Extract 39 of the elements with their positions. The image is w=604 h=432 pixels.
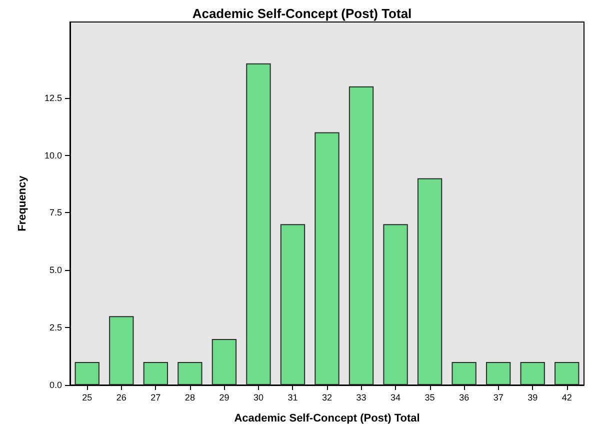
bar	[520, 362, 545, 385]
x-tick-label: 42	[562, 392, 572, 402]
y-tick-label: 2.5	[49, 322, 62, 333]
bar	[383, 224, 408, 385]
y-tick-label: 10.0	[44, 150, 62, 160]
y-tick-label: 7.5	[49, 208, 62, 218]
x-tick-label: 33	[356, 392, 366, 402]
bar	[417, 178, 442, 385]
x-tick-label: 29	[219, 392, 230, 402]
x-tick-label: 25	[82, 392, 92, 402]
x-tick-label: 35	[424, 392, 435, 402]
bar	[212, 339, 237, 385]
bar	[280, 224, 306, 385]
bar	[74, 362, 100, 385]
y-tick-label: 12.5	[44, 92, 62, 103]
x-tick-label: 34	[390, 392, 401, 402]
bar	[246, 63, 271, 385]
x-tick-label: 39	[528, 392, 538, 402]
x-tick-label: 37	[493, 392, 504, 402]
x-tick-label: 36	[459, 392, 470, 402]
y-tick-label: 5.0	[49, 265, 62, 276]
chart-title: Academic Self-Concept (Post) Total	[192, 6, 412, 21]
x-tick-label: 32	[322, 392, 332, 402]
bar	[554, 362, 580, 385]
x-tick-label: 28	[184, 392, 195, 402]
bar	[143, 362, 168, 385]
x-tick-label: 27	[150, 392, 161, 402]
x-axis-title: Academic Self-Concept (Post) Total	[234, 412, 420, 424]
bar	[314, 132, 340, 385]
bar	[109, 316, 134, 385]
x-tick-label: 31	[288, 392, 298, 402]
y-axis-title: Frequency	[16, 174, 28, 232]
bar	[486, 362, 511, 385]
bar	[452, 362, 476, 385]
bar	[178, 362, 202, 385]
bar	[348, 86, 374, 385]
x-tick-label: 30	[253, 392, 264, 402]
x-tick-label: 26	[116, 392, 126, 402]
y-tick-label: 0.0	[49, 380, 62, 390]
